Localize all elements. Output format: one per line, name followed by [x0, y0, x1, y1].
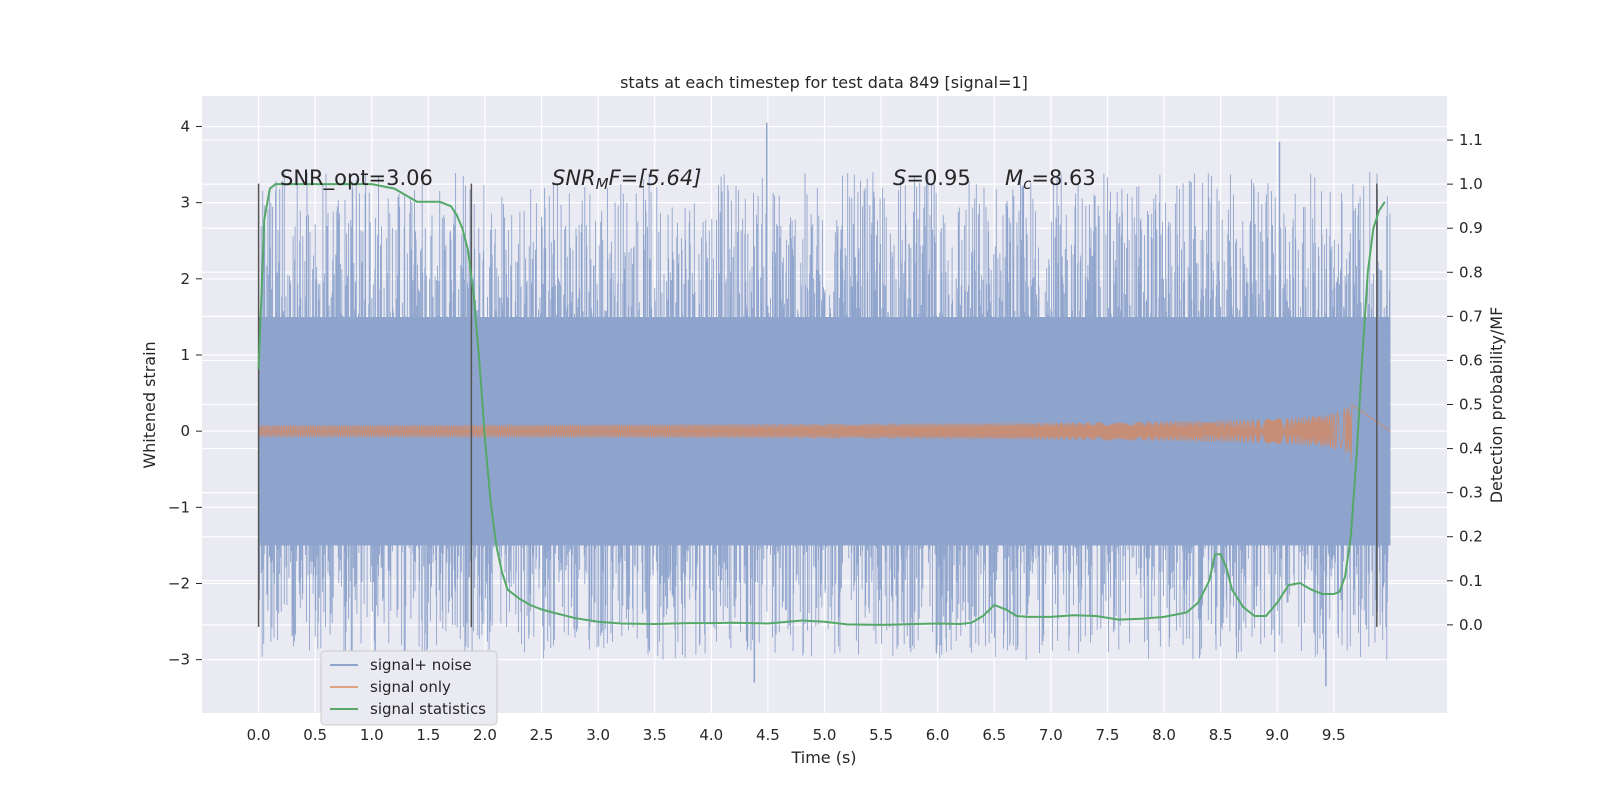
x-tick-label: 3.5 [643, 726, 667, 744]
legend-label-signal-statistics: signal statistics [370, 700, 486, 718]
x-tick-label: 4.0 [699, 726, 723, 744]
y-tick-label: 0 [180, 422, 190, 440]
annotation-snr-mf: SNRMF=[5.64] [552, 166, 701, 193]
right-tick-label: 0.1 [1459, 572, 1483, 590]
signal-statistics-line [257, 183, 1386, 626]
x-tick-label: 0.5 [303, 726, 327, 744]
annotation-mc: Mc=8.63 [1005, 166, 1096, 193]
x-tick-label: 9.0 [1265, 726, 1289, 744]
legend-label-signal-noise: signal+ noise [370, 656, 472, 674]
right-tick-label: 0.3 [1459, 484, 1483, 502]
right-tick-label: 1.0 [1459, 175, 1483, 193]
x-tick-label: 5.0 [813, 726, 837, 744]
right-tick-label: 0.0 [1459, 616, 1483, 634]
x-tick-label: 0.0 [247, 726, 271, 744]
legend-box [320, 650, 498, 726]
signal-only-series [258, 403, 1391, 462]
annotation-snr-opt: SNR_opt=3.06 [280, 166, 433, 191]
right-tick-label: 0.5 [1459, 396, 1483, 414]
x-tick-label: 8.0 [1152, 726, 1176, 744]
y-tick-label: 3 [180, 194, 190, 212]
x-tick-label: 8.5 [1209, 726, 1233, 744]
right-tick-label: 0.7 [1459, 307, 1483, 325]
y-axis-ticks: −3 −2 −1 0 1 2 3 4 [168, 117, 202, 669]
chart-title: stats at each timestep for test data 849… [620, 73, 1028, 92]
x-tick-label: 2.5 [530, 726, 554, 744]
y-tick-label: −1 [168, 498, 190, 516]
right-axis-label: Detection probability/MF [1487, 307, 1506, 504]
x-tick-label: 3.0 [586, 726, 610, 744]
right-tick-label: 0.4 [1459, 440, 1483, 458]
x-tick-label: 6.5 [982, 726, 1006, 744]
x-axis-ticks: 0.0 0.5 1.0 1.5 2.0 2.5 3.0 3.5 4.0 4.5 5.0 5.5 6.0 6… [247, 726, 1346, 744]
x-tick-label: 9.5 [1322, 726, 1346, 744]
y-tick-label: 1 [180, 346, 190, 364]
right-tick-label: 0.9 [1459, 219, 1483, 237]
x-tick-label: 5.5 [869, 726, 893, 744]
y-tick-label: 2 [180, 270, 190, 288]
window-markers [257, 183, 1378, 627]
x-tick-label: 7.0 [1039, 726, 1063, 744]
legend-label-signal-only: signal only [370, 678, 451, 696]
legend: signal+ noise signal only signal statist… [320, 650, 498, 726]
y-tick-label: −2 [168, 575, 190, 593]
x-tick-label: 2.0 [473, 726, 497, 744]
right-tick-label: 0.6 [1459, 351, 1483, 369]
x-tick-label: 7.5 [1096, 726, 1120, 744]
right-tick-label: 1.1 [1459, 131, 1483, 149]
x-tick-label: 4.5 [756, 726, 780, 744]
x-axis-label: Time (s) [790, 748, 856, 767]
x-tick-label: 6.0 [926, 726, 950, 744]
right-axis-ticks: 0.0 0.1 0.2 0.3 0.4 0.5 0.6 0.7 0.8 0.9 1.0 1.1 [1447, 131, 1483, 634]
right-tick-label: 0.8 [1459, 263, 1483, 281]
y-axis-label: Whitened strain [140, 341, 159, 468]
right-tick-label: 0.2 [1459, 528, 1483, 546]
y-tick-label: −3 [168, 651, 190, 669]
signal-only-line [258, 403, 1391, 462]
x-tick-label: 1.5 [416, 726, 440, 744]
annotation-s: S=0.95 [893, 166, 971, 190]
y-tick-label: 4 [180, 117, 190, 135]
signal-statistics-series [257, 183, 1386, 626]
x-tick-label: 1.0 [360, 726, 384, 744]
